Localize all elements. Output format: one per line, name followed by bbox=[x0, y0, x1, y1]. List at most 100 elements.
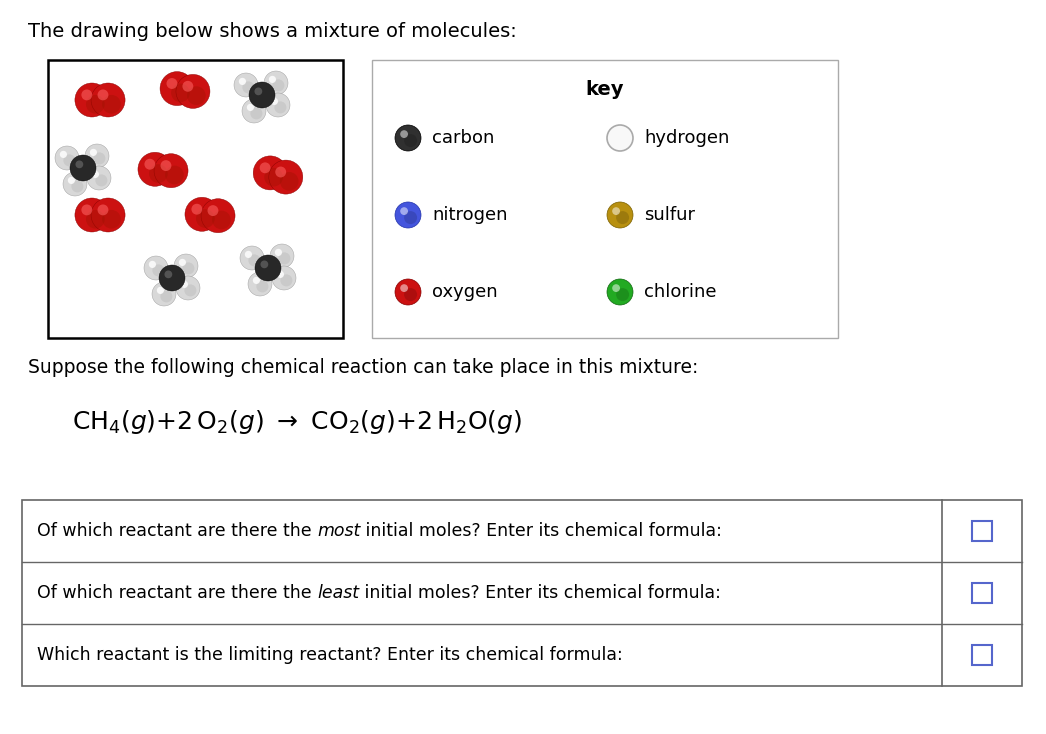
Text: initial moles? Enter its chemical formula:: initial moles? Enter its chemical formul… bbox=[359, 584, 721, 602]
Text: Of which reactant are there the: Of which reactant are there the bbox=[37, 522, 317, 540]
Circle shape bbox=[270, 244, 294, 268]
Circle shape bbox=[90, 149, 97, 156]
Circle shape bbox=[179, 259, 186, 266]
FancyBboxPatch shape bbox=[22, 500, 1022, 686]
Circle shape bbox=[144, 159, 155, 170]
Circle shape bbox=[164, 270, 173, 278]
Circle shape bbox=[149, 164, 167, 183]
Circle shape bbox=[274, 101, 287, 113]
Circle shape bbox=[85, 144, 109, 168]
Circle shape bbox=[86, 95, 105, 114]
Circle shape bbox=[63, 172, 87, 196]
Circle shape bbox=[278, 252, 291, 264]
Circle shape bbox=[607, 279, 633, 305]
Circle shape bbox=[196, 209, 214, 228]
Circle shape bbox=[97, 90, 109, 101]
Circle shape bbox=[401, 130, 408, 138]
Circle shape bbox=[176, 276, 200, 300]
Circle shape bbox=[60, 150, 67, 158]
Circle shape bbox=[64, 154, 75, 167]
Circle shape bbox=[75, 161, 84, 168]
Text: least: least bbox=[317, 584, 359, 602]
Circle shape bbox=[616, 211, 629, 224]
Circle shape bbox=[91, 83, 126, 117]
Circle shape bbox=[253, 277, 260, 284]
Text: key: key bbox=[586, 80, 624, 99]
Circle shape bbox=[616, 288, 629, 301]
Text: $\mathregular{CH_4}(g){+}2\,\mathregular{O_2}(g)\ \rightarrow\ \mathregular{CO_2: $\mathregular{CH_4}(g){+}2\,\mathregular… bbox=[72, 408, 522, 436]
Circle shape bbox=[255, 255, 281, 281]
Circle shape bbox=[404, 288, 417, 301]
Text: carbon: carbon bbox=[432, 129, 495, 147]
Circle shape bbox=[144, 256, 168, 280]
Circle shape bbox=[404, 134, 417, 147]
Circle shape bbox=[103, 95, 121, 114]
Circle shape bbox=[265, 168, 283, 186]
Circle shape bbox=[138, 152, 172, 186]
Circle shape bbox=[172, 84, 189, 102]
Circle shape bbox=[181, 281, 188, 288]
Circle shape bbox=[248, 272, 272, 296]
FancyBboxPatch shape bbox=[48, 60, 343, 338]
Circle shape bbox=[395, 279, 420, 305]
Circle shape bbox=[612, 284, 620, 292]
Text: sulfur: sulfur bbox=[644, 206, 695, 224]
Circle shape bbox=[401, 284, 408, 292]
Text: initial moles? Enter its chemical formula:: initial moles? Enter its chemical formul… bbox=[361, 522, 723, 540]
Circle shape bbox=[212, 211, 231, 229]
Circle shape bbox=[607, 202, 633, 228]
Circle shape bbox=[185, 197, 219, 231]
Circle shape bbox=[266, 93, 290, 117]
Circle shape bbox=[159, 265, 185, 291]
Circle shape bbox=[250, 107, 263, 120]
Circle shape bbox=[395, 202, 420, 228]
Circle shape bbox=[272, 79, 285, 92]
Circle shape bbox=[269, 76, 276, 83]
Circle shape bbox=[260, 261, 268, 268]
Circle shape bbox=[86, 210, 105, 228]
Circle shape bbox=[201, 199, 235, 233]
Circle shape bbox=[256, 280, 269, 292]
Circle shape bbox=[95, 175, 108, 186]
Circle shape bbox=[277, 271, 285, 278]
FancyBboxPatch shape bbox=[972, 521, 992, 541]
Circle shape bbox=[75, 198, 109, 232]
Circle shape bbox=[166, 78, 178, 89]
Circle shape bbox=[275, 249, 282, 256]
Circle shape bbox=[248, 255, 260, 266]
Circle shape bbox=[264, 71, 288, 95]
Circle shape bbox=[75, 83, 109, 117]
Circle shape bbox=[97, 205, 109, 215]
Circle shape bbox=[247, 103, 254, 111]
Circle shape bbox=[272, 266, 296, 290]
Circle shape bbox=[253, 156, 288, 190]
Circle shape bbox=[254, 87, 263, 95]
Circle shape bbox=[187, 87, 206, 105]
Circle shape bbox=[68, 177, 75, 184]
Text: Suppose the following chemical reaction can take place in this mixture:: Suppose the following chemical reaction … bbox=[28, 358, 699, 377]
Circle shape bbox=[240, 246, 264, 270]
Circle shape bbox=[269, 160, 302, 194]
Text: hydrogen: hydrogen bbox=[644, 129, 729, 147]
Circle shape bbox=[259, 162, 271, 173]
FancyBboxPatch shape bbox=[972, 583, 992, 603]
Circle shape bbox=[176, 74, 210, 109]
Text: oxygen: oxygen bbox=[432, 283, 498, 301]
Text: Which reactant is the limiting reactant? Enter its chemical formula:: Which reactant is the limiting reactant?… bbox=[37, 646, 622, 664]
Circle shape bbox=[245, 251, 252, 258]
Circle shape bbox=[153, 264, 164, 277]
Circle shape bbox=[612, 207, 620, 215]
Circle shape bbox=[401, 207, 408, 215]
Circle shape bbox=[242, 99, 266, 123]
Circle shape bbox=[103, 210, 121, 228]
Text: Of which reactant are there the: Of which reactant are there the bbox=[37, 584, 317, 602]
Circle shape bbox=[82, 90, 92, 101]
Circle shape bbox=[71, 181, 84, 192]
Circle shape bbox=[243, 81, 254, 93]
Circle shape bbox=[152, 282, 176, 306]
Circle shape bbox=[395, 125, 420, 151]
Circle shape bbox=[82, 205, 92, 215]
Circle shape bbox=[149, 261, 156, 268]
Circle shape bbox=[280, 275, 293, 286]
Circle shape bbox=[184, 284, 197, 297]
